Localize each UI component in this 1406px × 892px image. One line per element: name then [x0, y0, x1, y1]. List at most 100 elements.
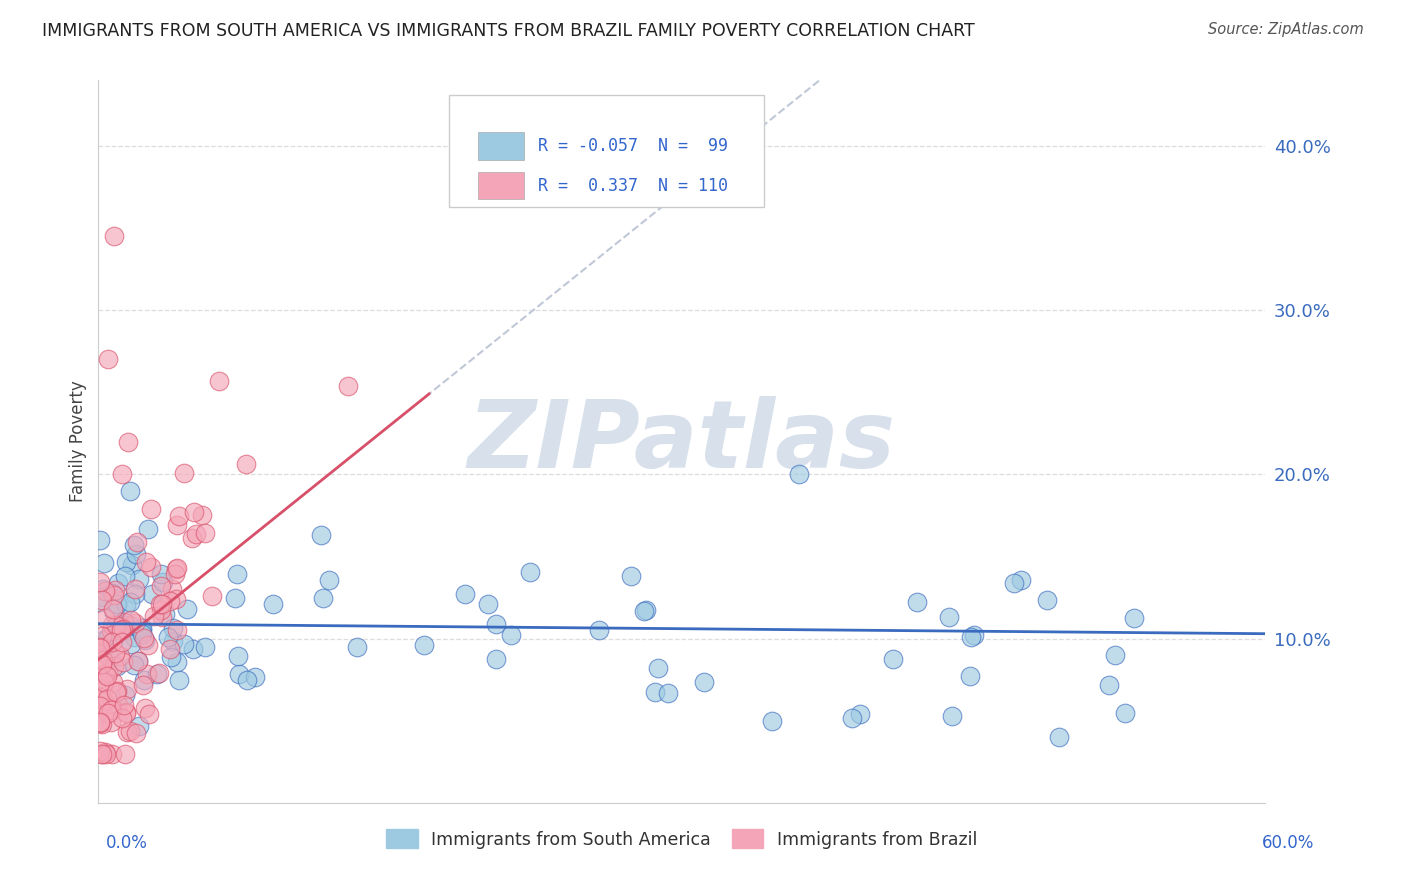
Point [135, 555, 157, 569]
Text: 60.0%: 60.0% [1263, 834, 1315, 852]
Point [166, 655, 188, 669]
Point [91, 640, 114, 654]
Point [100, 714, 122, 729]
Point [91, 657, 114, 672]
Point [120, 617, 142, 632]
Point [1098, 678, 1121, 692]
Point [93, 693, 115, 707]
Point [125, 535, 148, 549]
Point [647, 661, 669, 675]
Point [150, 597, 173, 611]
Point [89, 574, 111, 589]
Point [110, 623, 132, 637]
Point [134, 701, 156, 715]
Point [104, 646, 127, 660]
Point [117, 434, 139, 449]
Point [93, 556, 115, 570]
Point [146, 667, 169, 681]
Point [93, 675, 115, 690]
Y-axis label: Family Poverty: Family Poverty [69, 381, 87, 502]
Point [519, 566, 541, 580]
Point [346, 640, 368, 655]
Point [112, 615, 135, 629]
Text: R = -0.057  N =  99: R = -0.057 N = 99 [538, 137, 728, 155]
Point [938, 610, 960, 624]
Point [110, 620, 132, 634]
Point [118, 483, 141, 498]
Point [183, 505, 205, 519]
Point [159, 650, 181, 665]
Point [104, 583, 127, 598]
Point [477, 597, 499, 611]
Text: R =  0.337  N = 110: R = 0.337 N = 110 [538, 177, 728, 194]
Point [90, 629, 112, 643]
Point [657, 685, 679, 699]
Point [1010, 573, 1032, 587]
Point [96, 632, 118, 647]
Point [138, 706, 160, 721]
Point [94, 747, 117, 761]
Point [91, 592, 114, 607]
Point [127, 654, 149, 668]
Point [89, 645, 111, 659]
Point [97, 706, 120, 720]
Point [183, 642, 205, 657]
Point [485, 617, 508, 632]
Point [114, 705, 136, 719]
Point [101, 747, 124, 761]
Point [112, 655, 135, 669]
Point [101, 617, 124, 632]
Point [139, 560, 162, 574]
Point [501, 628, 523, 642]
Point [148, 665, 170, 680]
Point [89, 716, 111, 731]
Point [89, 690, 111, 704]
Point [105, 659, 128, 673]
Point [127, 654, 149, 668]
Point [124, 582, 146, 596]
Point [97, 352, 120, 367]
Point [97, 665, 120, 679]
Point [787, 467, 810, 482]
Point [194, 526, 217, 541]
Point [101, 624, 124, 638]
Point [176, 601, 198, 615]
Point [103, 607, 125, 621]
Point [91, 653, 114, 667]
Point [101, 602, 124, 616]
Point [236, 673, 259, 687]
Point [165, 561, 187, 575]
Point [228, 667, 250, 681]
Point [89, 640, 111, 655]
Point [166, 518, 188, 533]
Point [121, 558, 143, 572]
Point [125, 726, 148, 740]
Point [93, 745, 115, 759]
Point [111, 635, 134, 649]
FancyBboxPatch shape [449, 95, 763, 207]
Point [131, 624, 153, 638]
Legend: Immigrants from South America, Immigrants from Brazil: Immigrants from South America, Immigrant… [380, 822, 984, 855]
Point [105, 597, 128, 611]
Point [89, 698, 111, 713]
Point [262, 597, 284, 611]
Point [90, 651, 112, 665]
Point [89, 744, 111, 758]
Point [309, 528, 332, 542]
Point [167, 508, 190, 523]
Point [128, 719, 150, 733]
Point [101, 675, 124, 690]
Point [128, 573, 150, 587]
Point [159, 593, 181, 607]
Point [89, 533, 111, 547]
Text: ZIPatlas: ZIPatlas [468, 395, 896, 488]
Point [103, 229, 125, 244]
Point [1123, 611, 1146, 625]
Point [131, 678, 153, 692]
Point [112, 623, 135, 637]
Point [162, 621, 184, 635]
Point [98, 651, 121, 665]
Point [134, 632, 156, 646]
Point [165, 592, 187, 607]
Point [112, 618, 135, 632]
